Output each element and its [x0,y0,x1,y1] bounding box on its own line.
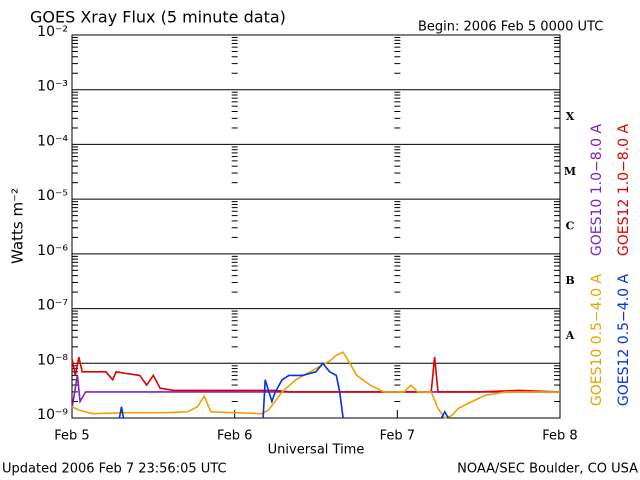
footer-right: NOAA/SEC Boulder, CO USA [457,462,638,477]
y-tick-label: 10⁻⁸ [37,352,68,368]
series-line [118,362,449,419]
y-tick-label: 10⁻² [37,24,68,40]
flare-class-label: A [565,329,575,342]
flare-class-label: B [565,274,574,287]
y-tick-label: 10⁻⁹ [37,407,68,423]
legend-label: GOES10 1.0−8.0 A [589,124,605,257]
x-tick-label: Feb 8 [542,429,577,444]
y-tick-label: 10⁻³ [37,79,68,95]
flare-class-label: C [566,220,575,233]
x-tick-label: Feb 7 [380,429,415,444]
y-tick-label: 10⁻⁴ [37,133,68,149]
x-tick-label: Feb 6 [217,429,252,444]
chart-title: GOES Xray Flux (5 minute data) [30,8,286,27]
flare-class-label: X [566,110,575,123]
y-tick-label: 10⁻⁷ [37,298,68,314]
y-axis-label: Watts m⁻² [9,188,27,264]
flare-class-label: M [564,165,576,178]
series-line [71,356,561,393]
legend-label: GOES12 0.5−4.0 A [616,274,632,407]
y-tick-label: 10⁻⁵ [37,188,68,204]
legend-label: GOES12 1.0−8.0 A [616,124,632,257]
x-tick-label: Feb 5 [54,429,89,444]
chart-subtitle: Begin: 2006 Feb 5 0000 UTC [418,20,603,35]
y-tick-label: 10⁻⁶ [37,243,68,259]
series-line [71,375,560,409]
footer-left: Updated 2006 Feb 7 23:56:05 UTC [2,462,227,477]
x-axis-label: Universal Time [268,443,365,458]
legend-label: GOES10 0.5−4.0 A [589,274,605,407]
